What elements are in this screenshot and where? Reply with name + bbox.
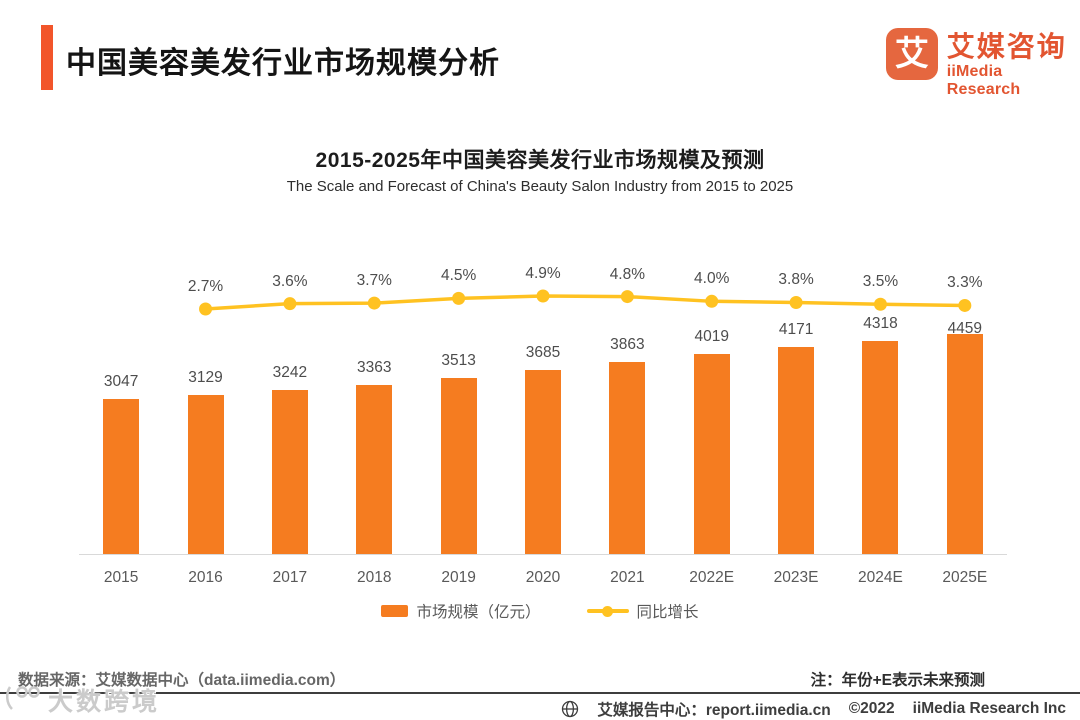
x-axis-label-2017: 2017: [272, 569, 308, 586]
watermark-text: 大数跨境: [48, 688, 161, 716]
bar-2019: [440, 377, 477, 554]
bar-series-swatch: [381, 605, 409, 617]
footer-divider: [0, 692, 1080, 694]
forecast-note-text: 注：年份+E表示未来预测: [810, 672, 985, 689]
growth-label-2024E: 3.5%: [862, 273, 899, 291]
legend-bar-label: 市场规模（亿元）: [416, 604, 541, 621]
x-axis-label-2022E: 2022E: [689, 569, 735, 586]
growth-line-dot: [705, 294, 719, 308]
x-axis-label-2021: 2021: [610, 569, 645, 586]
bar-2022E: [693, 354, 730, 554]
company-text: iiMedia Research Inc: [912, 700, 1066, 717]
bar-value-label: 3685: [525, 343, 561, 361]
bar-2024E: [862, 340, 899, 554]
growth-line-dot: [958, 298, 972, 312]
chart-subtitle: The Scale and Forecast of China's Beauty…: [286, 178, 794, 195]
bar-2021: [609, 361, 646, 554]
chart-plot-area: 3047 2015 3129 2016 2.7% 3242 2017 3.6% 3363 2018…: [79, 265, 1007, 586]
bar-2016: [187, 395, 224, 554]
brand-logo-glyph: 艾: [894, 35, 929, 73]
bar-value-label: 3242: [272, 364, 308, 382]
page-title: 中国美容美发行业市场规模分析: [66, 47, 500, 80]
growth-label-2017: 3.6%: [272, 272, 308, 290]
x-axis-label-2023E: 2023E: [773, 569, 819, 586]
growth-line-dot: [620, 290, 634, 304]
growth-label-2018: 3.7%: [356, 272, 392, 290]
brand-name-en: iiMedia Research: [946, 62, 1021, 98]
growth-line-dot: [367, 296, 381, 310]
bar-value-label: 3363: [357, 358, 392, 376]
x-axis-label-2025E: 2025E: [942, 569, 988, 586]
x-axis-label-2020: 2020: [525, 569, 561, 586]
footer-brand-row: 艾媒报告中心：report.iimedia.cn ©2022 iiMedia R…: [561, 698, 1066, 720]
bar-value-label: 4171: [778, 321, 814, 339]
growth-line-dot: [199, 302, 213, 316]
data-source-text: 数据来源：艾媒数据中心（data.iimedia.com）: [18, 672, 346, 689]
x-axis-label-2024E: 2024E: [858, 569, 903, 586]
bar-value-label: 3047: [103, 373, 139, 391]
bar-value-label: 4019: [694, 328, 729, 346]
copyright-text: ©2022: [848, 700, 895, 717]
growth-label-2020: 4.9%: [525, 265, 561, 282]
bar-2018: [356, 384, 393, 554]
bar-2023E: [778, 347, 815, 554]
growth-label-2025E: 3.3%: [947, 274, 983, 292]
bar-2020: [525, 369, 561, 554]
growth-line-dot: [283, 297, 297, 311]
growth-label-2023E: 3.8%: [778, 271, 814, 289]
report-center-text: 艾媒报告中心：report.iimedia.cn: [597, 702, 831, 719]
bar-value-label: 3863: [610, 335, 645, 353]
brand-logo: 艾 艾媒咨询 iiMedia Research: [886, 28, 1080, 99]
x-axis-label-2019: 2019: [441, 569, 476, 586]
line-series-swatch: [586, 605, 629, 617]
bar-value-label: 3129: [188, 369, 223, 387]
growth-line-dot: [536, 289, 550, 303]
legend-item-line: 同比增长: [586, 600, 699, 622]
chart-title: 2015-2025年中国美容美发行业市场规模及预测: [315, 149, 765, 172]
brand-name-cn: 艾媒咨询: [946, 31, 1067, 62]
growth-label-2016: 2.7%: [187, 277, 224, 295]
bar-2017: [271, 390, 308, 554]
growth-line: [199, 289, 972, 316]
bar-2025E: [946, 334, 983, 554]
growth-label-2019: 4.5%: [440, 267, 477, 285]
bar-value-label: 4318: [863, 314, 898, 332]
growth-line-dot: [452, 291, 466, 305]
growth-line-dot: [873, 297, 887, 311]
bar-value-label: 3513: [441, 351, 476, 369]
watermark: 大数跨境: [4, 682, 160, 718]
line-series-dot: [602, 605, 613, 617]
brand-logo-text: 艾媒咨询 iiMedia Research: [947, 28, 1080, 99]
title-accent-bar: [41, 25, 53, 90]
legend-item-bar: 市场规模（亿元）: [381, 600, 541, 622]
globe-icon: [561, 700, 579, 718]
x-axis-label-2015: 2015: [103, 569, 139, 586]
watermark-logo: [4, 683, 44, 718]
legend-line-label: 同比增长: [636, 604, 699, 621]
x-axis-label-2018: 2018: [357, 569, 392, 586]
growth-label-2022E: 4.0%: [694, 270, 730, 288]
x-axis-label-2016: 2016: [188, 569, 223, 586]
chart-legend: 市场规模（亿元） 同比增长: [0, 600, 1080, 622]
growth-label-2021: 4.8%: [609, 265, 646, 283]
bar-value-label: 4459: [947, 320, 983, 337]
bar-2015: [103, 399, 140, 554]
brand-logo-icon: 艾: [886, 28, 938, 80]
growth-line-dot: [789, 295, 803, 309]
